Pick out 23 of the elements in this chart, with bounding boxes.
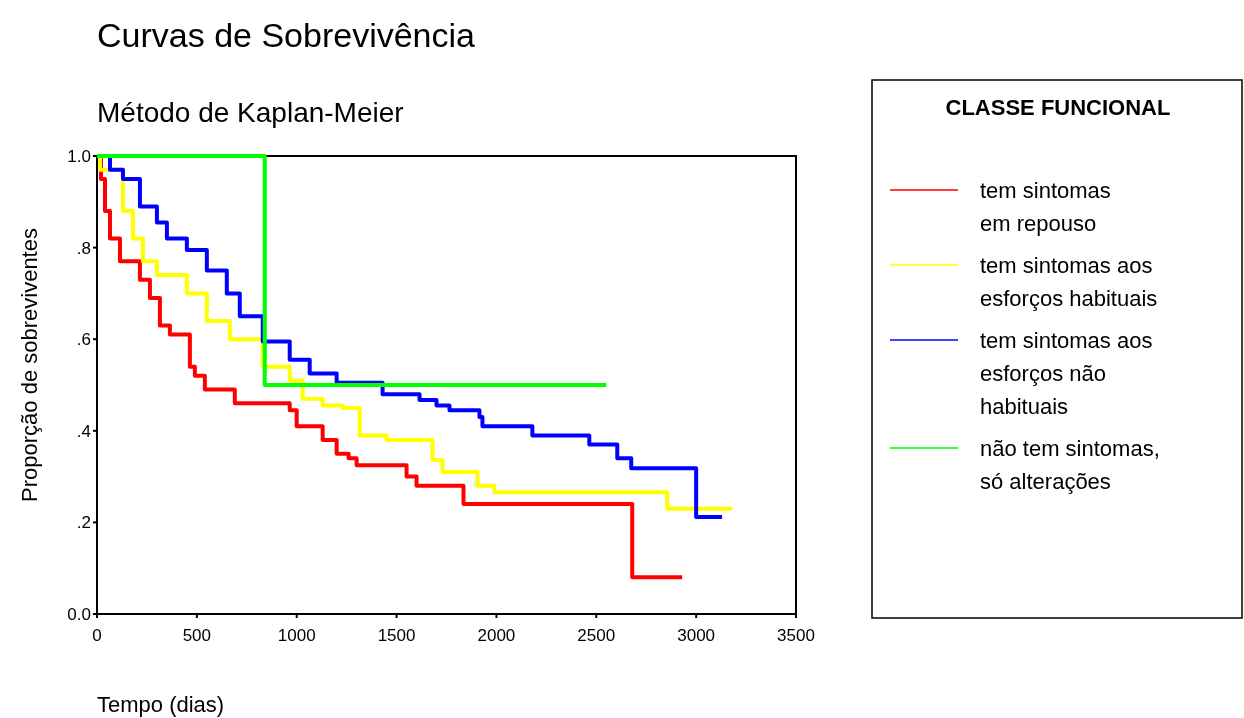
x-tick-label: 3000 [677, 626, 716, 645]
x-tick-label: 1000 [277, 626, 316, 645]
chart-subtitle: Método de Kaplan-Meier [97, 97, 404, 128]
legend-label: não tem sintomas, só alterações [980, 436, 1160, 494]
x-axis-title: Tempo (dias) [97, 692, 225, 717]
y-tick-label: 0.0 [67, 604, 91, 624]
x-tick-label: 0 [92, 626, 102, 645]
x-tick-label: 2500 [577, 626, 616, 645]
legend-title: CLASSE FUNCIONAL [945, 95, 1171, 120]
y-tick-label: .8 [76, 238, 91, 258]
legend-label: tem sintomas em repouso [980, 178, 1111, 236]
x-tick-label: 3500 [777, 626, 815, 645]
y-tick-label: .2 [76, 513, 91, 533]
x-tick-label: 500 [182, 626, 212, 645]
chart-title: Curvas de Sobrevivência [97, 16, 476, 54]
legend-label: tem sintomas aos esforços habituais [980, 253, 1158, 311]
y-tick-label: .6 [76, 330, 91, 350]
legend-label: tem sintomas aos esforços não habituais [980, 328, 1153, 419]
y-tick-label: 1.0 [67, 146, 91, 166]
y-axis-title: Proporção de sobreviventes [17, 228, 42, 502]
x-tick-label: 1500 [377, 626, 416, 645]
y-tick-label: .4 [76, 421, 91, 441]
x-tick-label: 2000 [477, 626, 516, 645]
